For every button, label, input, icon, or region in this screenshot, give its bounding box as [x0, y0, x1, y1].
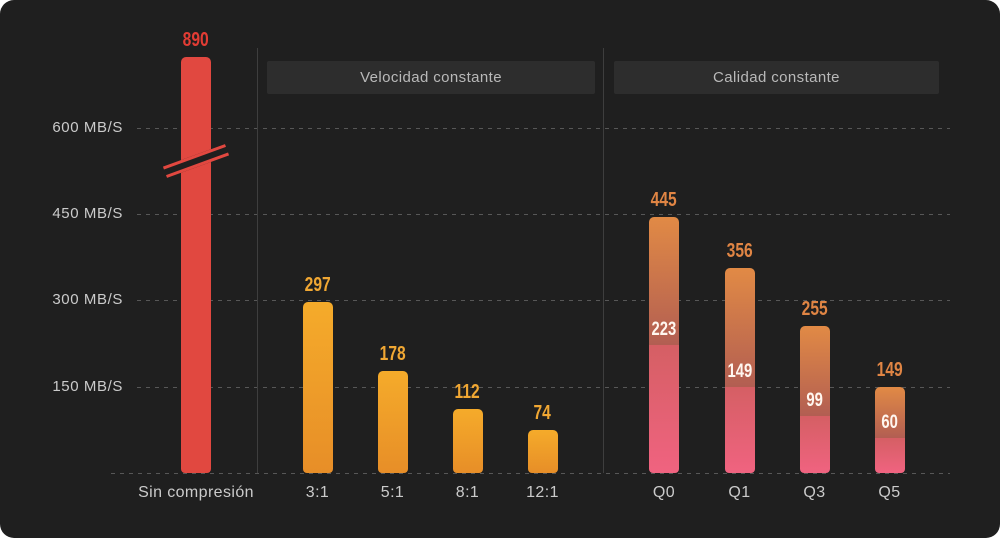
x-axis-label-q1: Q1: [728, 484, 751, 501]
gridline-150: [137, 386, 950, 388]
bar-value-q1: 356: [726, 240, 753, 263]
bar-3-1: [302, 302, 333, 473]
bar-value-q3: 255: [801, 298, 828, 321]
bar-inner-value-q1: 149: [727, 361, 752, 383]
bar-value-q5: 149: [876, 359, 903, 382]
group-divider-1: [257, 48, 258, 473]
group-header-velocidad-label: Velocidad constante: [360, 69, 502, 86]
bar-segment-lower: [799, 416, 830, 473]
x-axis-label-3-1: 3:1: [305, 484, 330, 501]
bar-inner-value-q3: 99: [806, 390, 823, 412]
gridline-300: [137, 300, 950, 302]
y-axis-label-600: 600 MB/S: [52, 118, 123, 136]
bar-q0: [649, 216, 679, 473]
bar-inner-value-q5: 60: [881, 412, 898, 434]
bar-segment-upper: [649, 216, 679, 345]
group-header-calidad: Calidad constante: [614, 61, 939, 94]
group-header-velocidad: Velocidad constante: [267, 61, 595, 94]
bar-inner-value-q0: 223: [651, 318, 677, 340]
bar-value-8-1: 112: [454, 380, 481, 403]
bar-q5: [874, 387, 905, 473]
bar-segment-lower: [874, 438, 905, 473]
x-axis-label-q0: Q0: [652, 484, 676, 501]
x-axis-label-8-1: 8:1: [455, 484, 480, 501]
bar-value-5-1: 178: [379, 342, 406, 365]
gridline-450: [137, 214, 950, 216]
bar-segment-upper: [874, 387, 905, 439]
bar-sin-compresi-n: [181, 57, 211, 473]
bar-q3: [799, 326, 830, 473]
x-axis-label-q3: Q3: [803, 484, 826, 501]
bar-value-q0: 445: [650, 188, 678, 211]
x-axis-label-5-1: 5:1: [380, 484, 405, 501]
y-axis-label-300: 300 MB/S: [52, 291, 123, 309]
y-axis-label-150: 150 MB/S: [52, 377, 123, 395]
gridline-600: [137, 127, 950, 129]
y-axis-label-450: 450 MB/S: [52, 205, 123, 223]
x-axis-baseline: [111, 473, 950, 474]
bar-8-1: [452, 408, 483, 473]
bar-5-1: [377, 370, 408, 473]
bar-segment-upper: [799, 326, 830, 417]
bar-q1: [724, 268, 755, 473]
bar-segment-upper: [724, 268, 755, 388]
bar-segment-lower: [724, 387, 755, 473]
bar-12-1: [527, 430, 558, 473]
x-axis-label-12-1: 12:1: [526, 484, 559, 501]
x-axis-label-sin-compresi-n: Sin compresión: [138, 484, 254, 501]
group-header-calidad-label: Calidad constante: [713, 69, 840, 86]
x-axis-label-q5: Q5: [878, 484, 901, 501]
bar-value-12-1: 74: [533, 402, 552, 425]
bar-segment-lower: [649, 344, 679, 473]
group-divider-2: [603, 48, 604, 473]
bar-value-3-1: 297: [304, 274, 331, 297]
bar-value-sin-compresi-n: 890: [182, 29, 210, 51]
